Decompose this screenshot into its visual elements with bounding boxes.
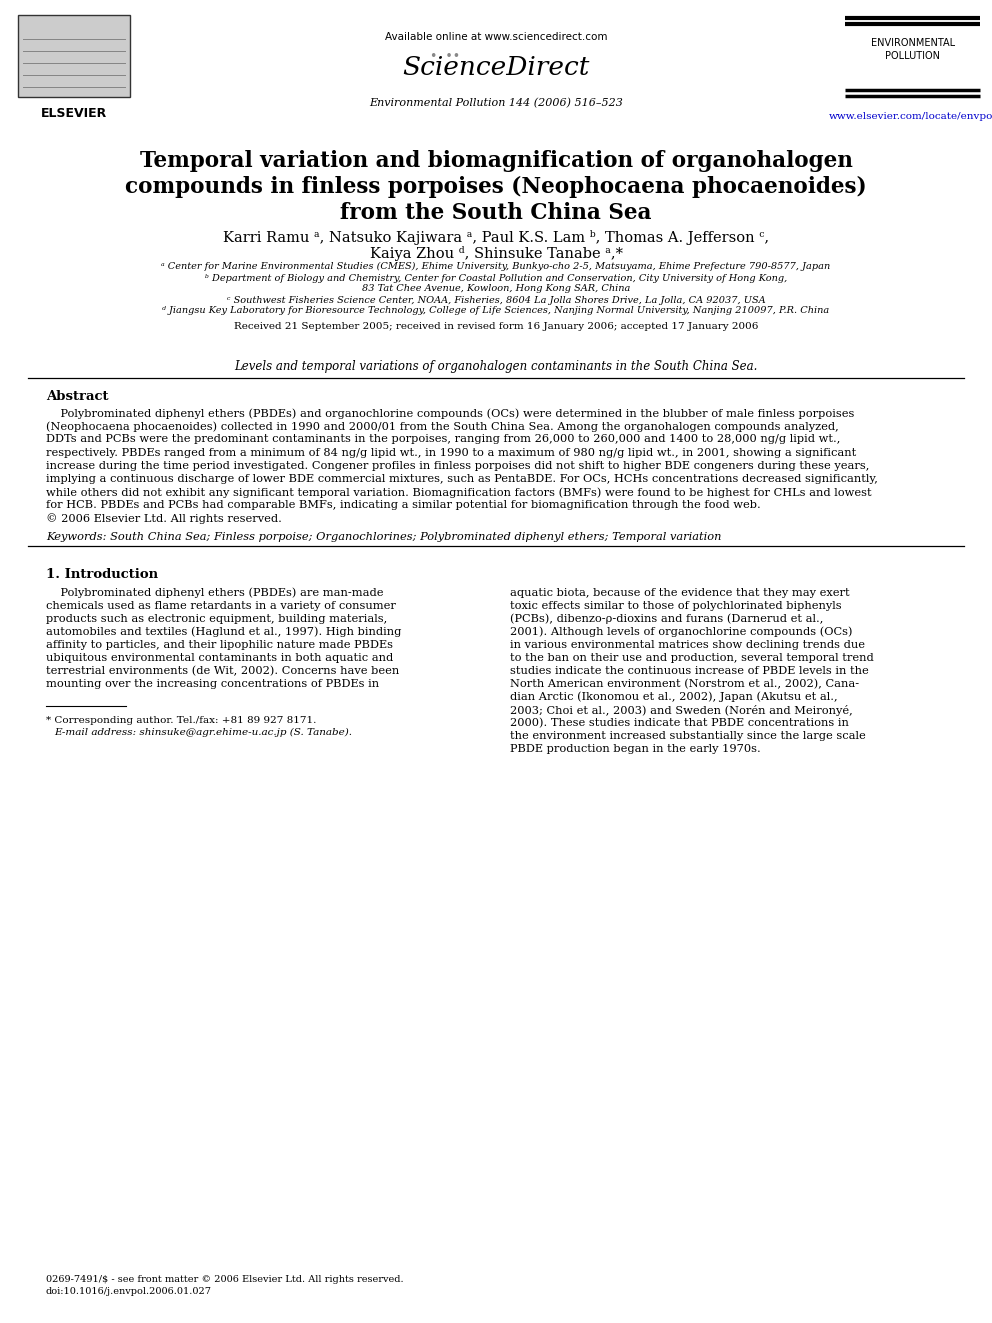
Text: for HCB. PBDEs and PCBs had comparable BMFs, indicating a similar potential for : for HCB. PBDEs and PCBs had comparable B… bbox=[46, 500, 761, 511]
Text: the environment increased substantially since the large scale: the environment increased substantially … bbox=[510, 730, 866, 741]
Text: doi:10.1016/j.envpol.2006.01.027: doi:10.1016/j.envpol.2006.01.027 bbox=[46, 1287, 212, 1297]
Text: North American environment (Norstrom et al., 2002), Cana-: North American environment (Norstrom et … bbox=[510, 679, 859, 689]
Text: ᶜ Southwest Fisheries Science Center, NOAA, Fisheries, 8604 La Jolla Shores Driv: ᶜ Southwest Fisheries Science Center, NO… bbox=[227, 296, 765, 306]
Text: Temporal variation and biomagnification of organohalogen: Temporal variation and biomagnification … bbox=[140, 149, 852, 172]
Text: chemicals used as flame retardants in a variety of consumer: chemicals used as flame retardants in a … bbox=[46, 601, 396, 611]
Text: Keywords: South China Sea; Finless porpoise; Organochlorines; Polybrominated dip: Keywords: South China Sea; Finless porpo… bbox=[46, 532, 721, 542]
Text: www.elsevier.com/locate/envpol: www.elsevier.com/locate/envpol bbox=[829, 112, 992, 120]
Text: while others did not exhibit any significant temporal variation. Biomagnificatio: while others did not exhibit any signifi… bbox=[46, 487, 872, 497]
Text: 1. Introduction: 1. Introduction bbox=[46, 568, 158, 581]
Text: implying a continuous discharge of lower BDE commercial mixtures, such as PentaB: implying a continuous discharge of lower… bbox=[46, 474, 878, 484]
Bar bbox=[18, 15, 130, 97]
Text: Polybrominated diphenyl ethers (PBDEs) are man-made: Polybrominated diphenyl ethers (PBDEs) a… bbox=[46, 587, 384, 598]
Text: * Corresponding author. Tel./fax: +81 89 927 8171.: * Corresponding author. Tel./fax: +81 89… bbox=[46, 716, 316, 725]
Text: 83 Tat Chee Avenue, Kowloon, Hong Kong SAR, China: 83 Tat Chee Avenue, Kowloon, Hong Kong S… bbox=[362, 284, 630, 292]
Text: affinity to particles, and their lipophilic nature made PBDEs: affinity to particles, and their lipophi… bbox=[46, 640, 393, 650]
Text: products such as electronic equipment, building materials,: products such as electronic equipment, b… bbox=[46, 614, 387, 624]
Text: ELSEVIER: ELSEVIER bbox=[41, 107, 107, 120]
Text: ENVIRONMENTAL
POLLUTION: ENVIRONMENTAL POLLUTION bbox=[871, 38, 955, 61]
Text: ubiquitous environmental contaminants in both aquatic and: ubiquitous environmental contaminants in… bbox=[46, 652, 393, 663]
Text: compounds in finless porpoises (Neophocaena phocaenoides): compounds in finless porpoises (Neophoca… bbox=[125, 176, 867, 198]
Text: ᵈ Jiangsu Key Laboratory for Bioresource Technology, College of Life Sciences, N: ᵈ Jiangsu Key Laboratory for Bioresource… bbox=[163, 306, 829, 315]
Text: terrestrial environments (de Wit, 2002). Concerns have been: terrestrial environments (de Wit, 2002).… bbox=[46, 665, 399, 676]
Text: Available online at www.sciencedirect.com: Available online at www.sciencedirect.co… bbox=[385, 32, 607, 42]
Text: 2001). Although levels of organochlorine compounds (OCs): 2001). Although levels of organochlorine… bbox=[510, 627, 852, 638]
Text: (PCBs), dibenzo-ρ-dioxins and furans (Darnerud et al.,: (PCBs), dibenzo-ρ-dioxins and furans (Da… bbox=[510, 614, 823, 624]
Text: Karri Ramu ᵃ, Natsuko Kajiwara ᵃ, Paul K.S. Lam ᵇ, Thomas A. Jefferson ᶜ,: Karri Ramu ᵃ, Natsuko Kajiwara ᵃ, Paul K… bbox=[223, 230, 769, 245]
Text: 2000). These studies indicate that PBDE concentrations in: 2000). These studies indicate that PBDE … bbox=[510, 718, 849, 728]
Text: dian Arctic (Ikonomou et al., 2002), Japan (Akutsu et al.,: dian Arctic (Ikonomou et al., 2002), Jap… bbox=[510, 692, 837, 703]
Text: ScienceDirect: ScienceDirect bbox=[403, 56, 589, 79]
Text: Environmental Pollution 144 (2006) 516–523: Environmental Pollution 144 (2006) 516–5… bbox=[369, 98, 623, 108]
Text: increase during the time period investigated. Congener profiles in finless porpo: increase during the time period investig… bbox=[46, 460, 869, 471]
Text: Levels and temporal variations of organohalogen contaminants in the South China : Levels and temporal variations of organo… bbox=[234, 360, 758, 373]
Text: studies indicate the continuous increase of PBDE levels in the: studies indicate the continuous increase… bbox=[510, 665, 869, 676]
Text: in various environmental matrices show declining trends due: in various environmental matrices show d… bbox=[510, 640, 865, 650]
Text: mounting over the increasing concentrations of PBDEs in: mounting over the increasing concentrati… bbox=[46, 679, 379, 689]
Text: PBDE production began in the early 1970s.: PBDE production began in the early 1970s… bbox=[510, 744, 761, 754]
Text: to the ban on their use and production, several temporal trend: to the ban on their use and production, … bbox=[510, 652, 874, 663]
Text: •  ••: • •• bbox=[430, 50, 460, 64]
Text: E-mail address: shinsuke@agr.ehime-u.ac.jp (S. Tanabe).: E-mail address: shinsuke@agr.ehime-u.ac.… bbox=[54, 728, 352, 737]
Text: from the South China Sea: from the South China Sea bbox=[340, 202, 652, 224]
Text: 2003; Choi et al., 2003) and Sweden (Norén and Meironyé,: 2003; Choi et al., 2003) and Sweden (Nor… bbox=[510, 705, 853, 716]
Text: Polybrominated diphenyl ethers (PBDEs) and organochlorine compounds (OCs) were d: Polybrominated diphenyl ethers (PBDEs) a… bbox=[46, 407, 854, 418]
Text: aquatic biota, because of the evidence that they may exert: aquatic biota, because of the evidence t… bbox=[510, 587, 849, 598]
Text: automobiles and textiles (Haglund et al., 1997). High binding: automobiles and textiles (Haglund et al.… bbox=[46, 627, 402, 638]
Text: DDTs and PCBs were the predominant contaminants in the porpoises, ranging from 2: DDTs and PCBs were the predominant conta… bbox=[46, 434, 840, 445]
Text: © 2006 Elsevier Ltd. All rights reserved.: © 2006 Elsevier Ltd. All rights reserved… bbox=[46, 513, 282, 524]
Text: ᵃ Center for Marine Environmental Studies (CMES), Ehime University, Bunkyo-cho 2: ᵃ Center for Marine Environmental Studie… bbox=[162, 262, 830, 271]
Text: toxic effects similar to those of polychlorinated biphenyls: toxic effects similar to those of polych… bbox=[510, 601, 841, 611]
Text: respectively. PBDEs ranged from a minimum of 84 ng/g lipid wt., in 1990 to a max: respectively. PBDEs ranged from a minimu… bbox=[46, 447, 856, 458]
Text: Abstract: Abstract bbox=[46, 390, 108, 404]
Text: Received 21 September 2005; received in revised form 16 January 2006; accepted 1: Received 21 September 2005; received in … bbox=[234, 321, 758, 331]
Text: Kaiya Zhou ᵈ, Shinsuke Tanabe ᵃ,*: Kaiya Zhou ᵈ, Shinsuke Tanabe ᵃ,* bbox=[369, 246, 623, 261]
Text: 0269-7491/$ - see front matter © 2006 Elsevier Ltd. All rights reserved.: 0269-7491/$ - see front matter © 2006 El… bbox=[46, 1275, 404, 1285]
Text: ᵇ Department of Biology and Chemistry, Center for Coastal Pollution and Conserva: ᵇ Department of Biology and Chemistry, C… bbox=[205, 274, 787, 283]
Text: (Neophocaena phocaenoides) collected in 1990 and 2000/01 from the South China Se: (Neophocaena phocaenoides) collected in … bbox=[46, 421, 839, 431]
